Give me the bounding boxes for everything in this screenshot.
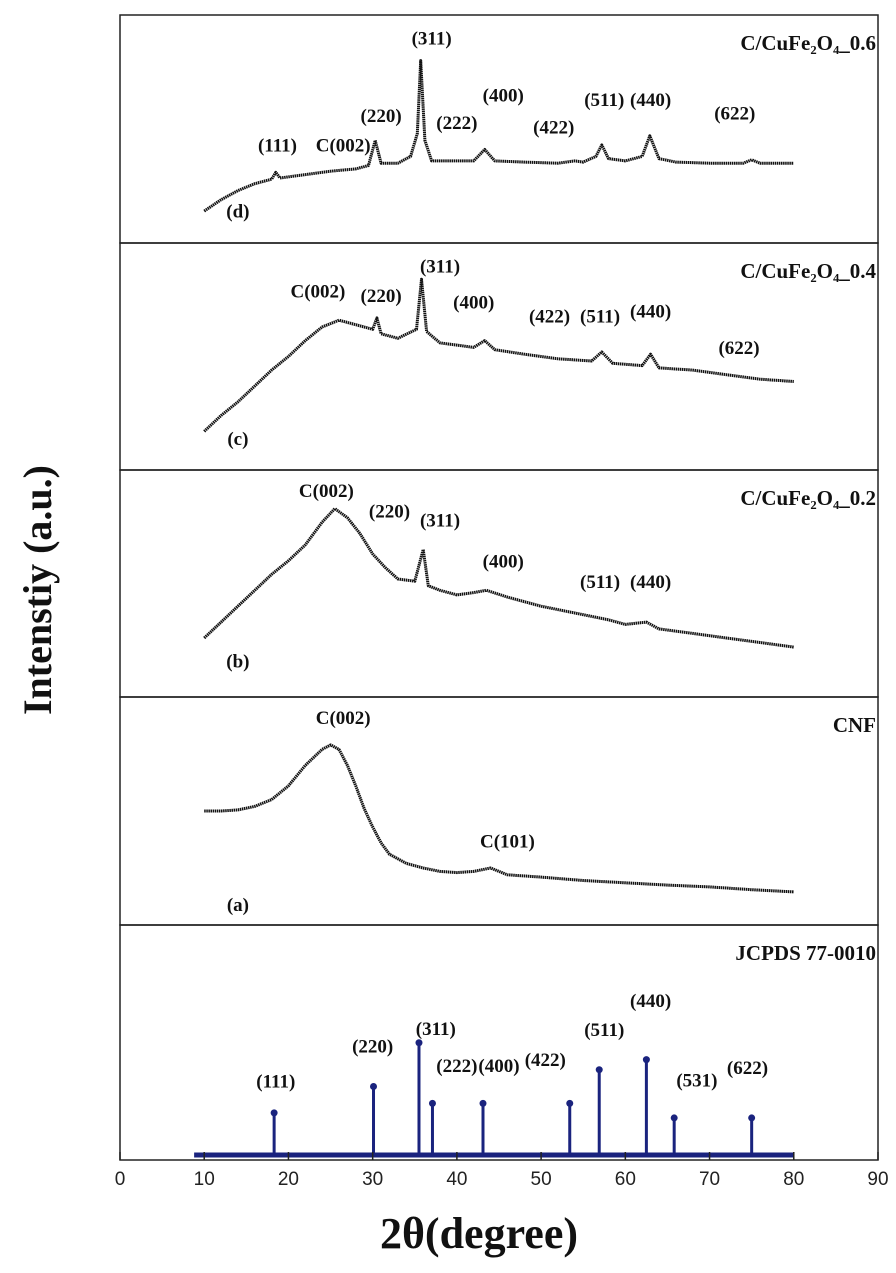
peak-label: (220) xyxy=(361,106,402,127)
xrd-curve xyxy=(203,59,794,213)
panel-title: C/CuFe₂O₄_0.6 xyxy=(740,31,876,55)
y-axis-label: Intenstiy (a.u.) xyxy=(15,465,60,715)
x-tick-label: 60 xyxy=(615,1169,636,1190)
peak-label: (440) xyxy=(630,572,671,593)
x-tick-label: 90 xyxy=(867,1169,888,1190)
stem-head xyxy=(479,1099,487,1107)
peak-label: (311) xyxy=(412,28,452,49)
xrd-curve xyxy=(203,507,795,649)
peak-label: (511) xyxy=(584,1020,624,1041)
peak-label: (400) xyxy=(453,293,494,314)
peak-label: (422) xyxy=(533,117,574,138)
peak-label: (220) xyxy=(369,501,410,522)
panel-title: C/CuFe₂O₄_0.4 xyxy=(740,259,876,283)
peak-label: C(002) xyxy=(316,708,371,729)
peak-label: (111) xyxy=(256,1072,295,1093)
x-tick-label: 30 xyxy=(362,1169,383,1190)
xrd-curve xyxy=(203,277,794,433)
peak-label: (531) xyxy=(676,1070,717,1091)
peak-label: C(101) xyxy=(480,831,535,852)
peak-label: (422) xyxy=(525,1050,566,1071)
stem-head xyxy=(566,1099,574,1107)
stem-head xyxy=(428,1099,436,1107)
peak-label: (220) xyxy=(352,1037,393,1058)
panel-title: JCPDS 77-0010 xyxy=(735,941,876,965)
x-tick-label: 80 xyxy=(783,1169,804,1190)
peak-label: (c) xyxy=(227,429,248,450)
peak-label: (511) xyxy=(584,90,624,111)
panel-frame xyxy=(119,924,879,1161)
peak-label: C(002) xyxy=(316,136,371,157)
panel-title: C/CuFe₂O₄_0.2 xyxy=(740,486,876,510)
stem-head xyxy=(748,1114,756,1122)
peak-label: (422) xyxy=(529,306,570,327)
peak-label: (440) xyxy=(630,991,671,1012)
x-tick-label: 40 xyxy=(446,1169,467,1190)
peak-label: (a) xyxy=(227,895,249,916)
peak-label: (b) xyxy=(226,651,249,672)
peak-label: (622) xyxy=(714,104,755,125)
peak-label: (511) xyxy=(580,306,620,327)
x-tick-label: 0 xyxy=(115,1169,126,1190)
peak-label: (311) xyxy=(420,511,460,532)
peak-label: (222) xyxy=(436,1056,477,1077)
stem-head xyxy=(415,1039,423,1047)
peak-label: (440) xyxy=(630,90,671,111)
peak-label: (622) xyxy=(718,338,759,359)
peak-label: (400) xyxy=(483,85,524,106)
stem-head xyxy=(642,1056,650,1064)
x-tick-label: 50 xyxy=(531,1169,552,1190)
peak-label: (622) xyxy=(727,1058,768,1079)
stem-head xyxy=(595,1066,603,1074)
peak-label: (511) xyxy=(580,572,620,593)
peak-label: (311) xyxy=(420,256,460,277)
stem-head xyxy=(370,1083,378,1091)
x-tick-label: 70 xyxy=(699,1169,720,1190)
panel-title: CNF xyxy=(833,713,876,737)
x-tick-label: 10 xyxy=(194,1169,215,1190)
peak-label: (400) xyxy=(483,551,524,572)
xrd-curve xyxy=(204,743,794,894)
peak-label: (400) xyxy=(478,1056,519,1077)
peak-label: (440) xyxy=(630,302,671,323)
x-axis-label: 2θ(degree) xyxy=(380,1209,578,1258)
peak-label: (222) xyxy=(436,113,477,134)
peak-label: (111) xyxy=(258,136,297,157)
stem-head xyxy=(670,1114,678,1122)
peak-label: (311) xyxy=(416,1019,456,1040)
x-tick-label: 20 xyxy=(278,1169,299,1190)
peak-label: (d) xyxy=(226,202,249,223)
peak-label: (220) xyxy=(361,286,402,307)
peak-label: C(002) xyxy=(290,281,345,302)
peak-label: C(002) xyxy=(299,481,354,502)
stem-head xyxy=(270,1109,278,1117)
